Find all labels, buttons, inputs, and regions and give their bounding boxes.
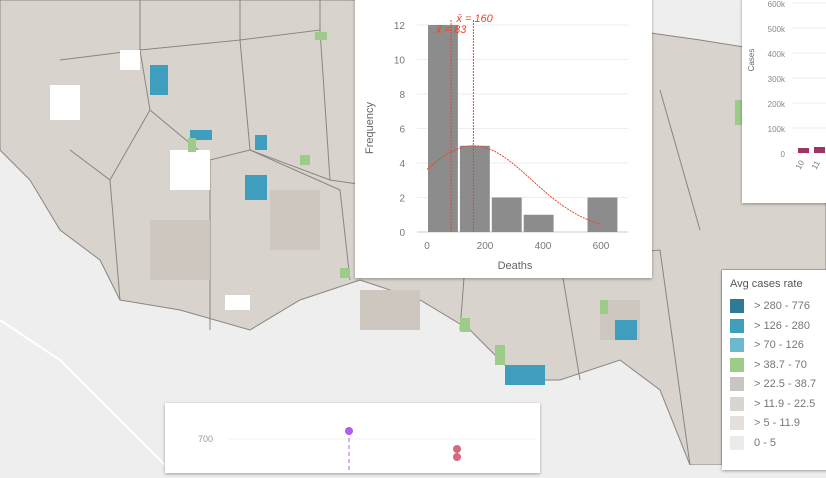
legend-swatch: [730, 338, 744, 352]
legend-item: > 5 - 11.9: [730, 416, 800, 430]
histogram-chart: 0 2 4 6 8 10 12 0 200 400 600 x̃ = 83x̄ = 160 Deaths…: [355, 0, 652, 278]
y-tick-label: 500k: [768, 25, 786, 34]
legend-item: > 70 - 126: [730, 338, 804, 352]
legend-label: > 126 - 280: [754, 320, 810, 332]
y-tick-label: 10: [394, 56, 406, 67]
histogram-bar: [524, 215, 554, 232]
data-point: [453, 445, 461, 453]
y-tick-label: 700: [198, 434, 213, 444]
cases-bar: [814, 147, 825, 153]
legend-title: Avg cases rate: [730, 278, 803, 290]
legend-label: > 280 - 776: [754, 300, 810, 312]
y-axis-label: Cases: [747, 49, 756, 72]
legend-item: > 126 - 280: [730, 319, 810, 333]
x-tick-label: 0: [424, 241, 430, 252]
y-tick-label: 100k: [768, 125, 786, 134]
legend-label: > 38.7 - 70: [754, 359, 807, 371]
cases-chart: 0100k200k300k400k500k600kCases10111: [742, 0, 826, 203]
x-tick-label: 11: [810, 159, 822, 171]
y-tick-label: 0: [781, 150, 786, 159]
y-tick-label: 2: [399, 194, 405, 205]
y-tick-label: 6: [399, 125, 405, 136]
cases-bar: [798, 148, 809, 153]
legend-swatch: [730, 299, 744, 313]
x-tick-label: 400: [535, 241, 552, 252]
data-point: [453, 453, 461, 461]
legend-swatch: [730, 397, 744, 411]
histogram-bar: [588, 198, 618, 233]
x-tick-label: 600: [593, 241, 610, 252]
legend-panel: Avg cases rate > 280 - 776 > 126 - 280 > 7…: [722, 270, 826, 470]
legend-label: > 70 - 126: [754, 339, 804, 351]
legend-item: 0 - 5: [730, 436, 776, 450]
annotation-label: x̄ = 160: [455, 13, 493, 25]
legend-swatch: [730, 319, 744, 333]
x-tick-label: 10: [794, 158, 807, 171]
legend-item: > 38.7 - 70: [730, 358, 807, 372]
y-tick-label: 600k: [768, 0, 786, 9]
cases-chart-panel: 0100k200k300k400k500k600kCases10111: [742, 0, 826, 203]
legend-swatch: [730, 377, 744, 391]
y-tick-label: 12: [394, 21, 406, 32]
legend-label: > 11.9 - 22.5: [754, 398, 815, 410]
x-axis-label: Deaths: [498, 260, 533, 272]
y-tick-label: 4: [399, 159, 405, 170]
legend-swatch: [730, 358, 744, 372]
histogram-bar: [460, 146, 490, 232]
y-tick-label: 400k: [768, 50, 786, 59]
legend-swatch: [730, 436, 744, 450]
data-point: [345, 427, 353, 435]
legend-item: > 22.5 - 38.7: [730, 377, 816, 391]
legend-item: > 280 - 776: [730, 299, 810, 313]
legend-item: > 11.9 - 22.5: [730, 397, 815, 411]
legend-label: > 5 - 11.9: [754, 417, 800, 429]
legend-label: 0 - 5: [754, 437, 776, 449]
bottom-chart: 700: [165, 403, 540, 473]
legend-label: > 22.5 - 38.7: [754, 378, 816, 390]
y-tick-label: 200k: [768, 100, 786, 109]
histogram-bar: [492, 198, 522, 233]
annotation-label: x̃ = 83: [435, 24, 467, 36]
y-tick-label: 8: [399, 90, 405, 101]
y-axis-label: Frequency: [364, 102, 376, 154]
y-tick-label: 0: [399, 228, 405, 239]
legend-swatch: [730, 416, 744, 430]
histogram-bar: [428, 25, 458, 232]
x-tick-label: 200: [477, 241, 494, 252]
y-tick-label: 300k: [768, 75, 786, 84]
bottom-chart-panel: 700: [165, 403, 540, 473]
